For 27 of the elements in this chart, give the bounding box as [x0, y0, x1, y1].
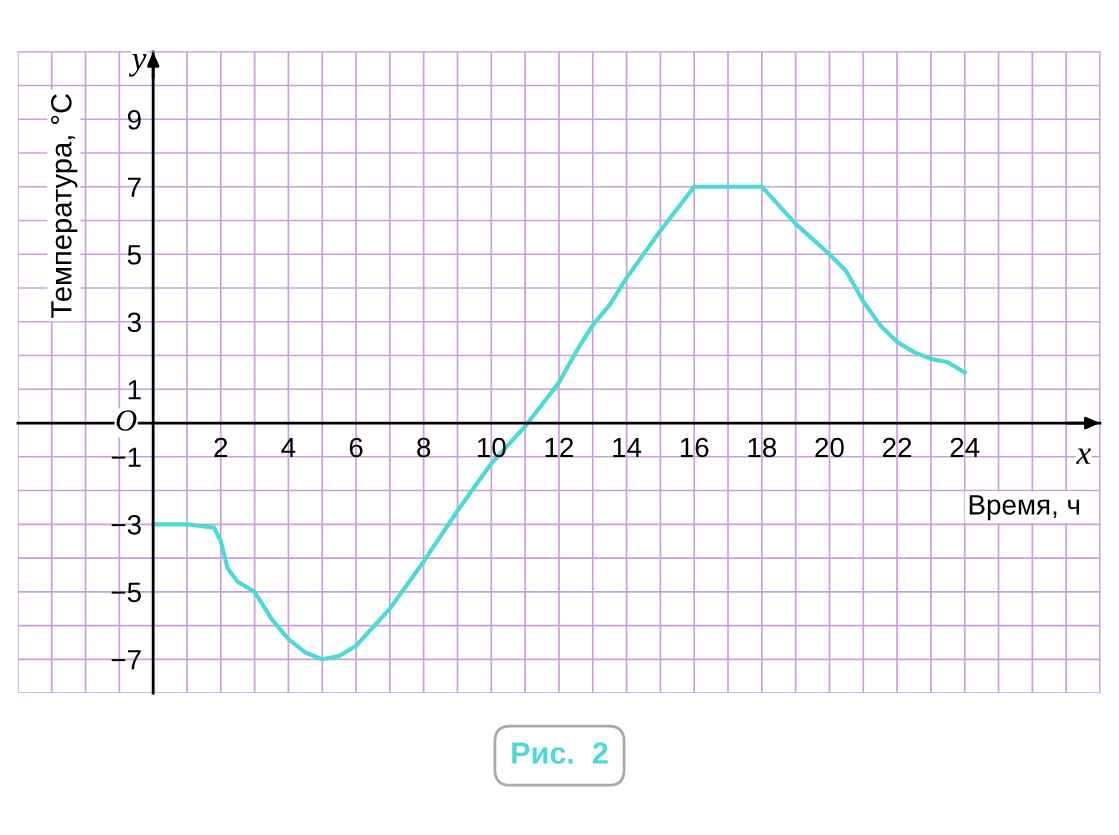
y-tick-label: −5	[111, 582, 141, 603]
y-tick-label: 3	[127, 312, 141, 333]
x-tick-label: 16	[680, 437, 709, 458]
y-tick-label: 5	[127, 245, 141, 265]
y-tick-label: −7	[111, 650, 141, 670]
x-tick-label: 12	[545, 437, 573, 458]
x-tick-label: 4	[281, 437, 296, 458]
x-tick-label: 8	[417, 437, 431, 458]
x-tick-label: 2	[214, 437, 228, 458]
x-tick-label: 14	[613, 437, 642, 458]
y-tick-label: 9	[127, 109, 141, 130]
text: Рис. 2	[512, 742, 608, 764]
x-tick-label: 18	[748, 437, 777, 458]
x-tick-label: 22	[883, 437, 912, 458]
annotation: x	[1075, 448, 1091, 464]
x-tick-label: 20	[815, 437, 844, 458]
x-axis-title: Время, ч	[969, 495, 1080, 521]
y-tick-label: 1	[128, 380, 141, 400]
annotation: y	[128, 54, 147, 77]
annotation: O	[116, 410, 137, 431]
x-tick-label: 24	[950, 437, 980, 458]
y-axis-title: Температура, °C	[51, 94, 78, 318]
y-tick-label: −1	[111, 447, 141, 467]
x-tick-label: 10	[477, 437, 506, 458]
x-tick-label: 6	[349, 437, 363, 458]
y-tick-label: 7	[128, 177, 141, 197]
y-tick-label: −3	[111, 514, 141, 535]
